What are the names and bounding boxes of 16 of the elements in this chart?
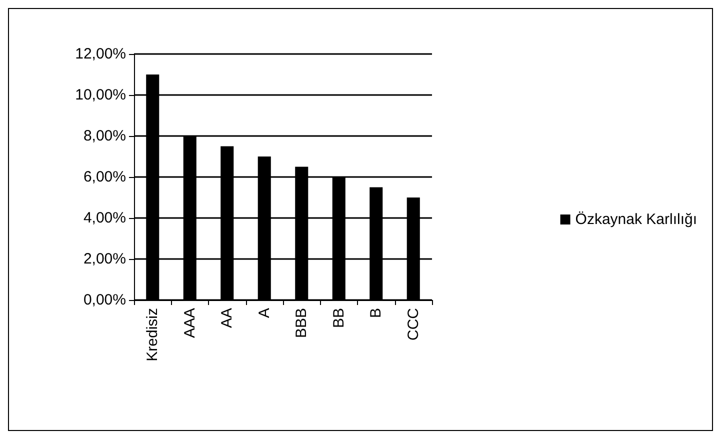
x-tick-label: BBB: [293, 308, 310, 338]
legend-label: Özkaynak Karlılığı: [575, 211, 698, 228]
y-tick-label: 6,00%: [83, 168, 126, 186]
x-tick-label: B: [368, 308, 385, 318]
y-tick-label: 2,00%: [83, 250, 126, 268]
y-tick-label: 4,00%: [83, 210, 126, 226]
y-tick-label: 12,00%: [75, 46, 126, 62]
y-tick-label: 0,00%: [83, 292, 126, 308]
x-tick-label: CCC: [404, 308, 422, 340]
x-tick-label: AAA: [181, 308, 198, 338]
x-tick-label: AA: [218, 308, 236, 328]
y-tick-label: 8,00%: [83, 128, 126, 144]
x-tick-label: A: [256, 308, 273, 318]
y-tick-label: 10,00%: [75, 86, 126, 104]
x-tick-label: BB: [330, 308, 348, 328]
x-tick-label: Kredisiz: [144, 308, 162, 362]
